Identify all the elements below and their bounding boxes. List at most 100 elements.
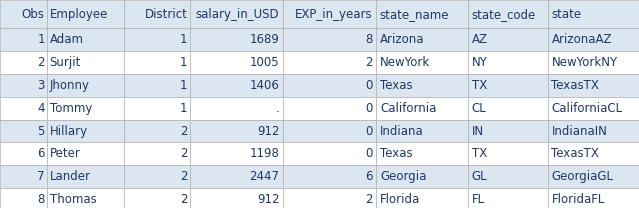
Bar (376, 142, 468, 165)
Bar (190, 97, 283, 120)
Text: state_name: state_name (380, 8, 449, 21)
Bar (0, 142, 47, 165)
Bar (190, 120, 283, 142)
Bar (47, 142, 124, 165)
Text: District: District (144, 8, 187, 21)
Bar (468, 120, 548, 142)
Bar (190, 51, 283, 74)
Bar (124, 28, 190, 51)
Bar (468, 165, 548, 188)
Text: NY: NY (472, 56, 488, 69)
Bar (124, 142, 190, 165)
Text: Hillary: Hillary (50, 125, 88, 137)
Bar (0, 0, 47, 28)
Text: Texas: Texas (380, 79, 413, 92)
Bar (190, 0, 283, 28)
Bar (376, 0, 468, 28)
Text: Arizona: Arizona (380, 33, 424, 46)
Text: Jhonny: Jhonny (50, 79, 89, 92)
Bar (0, 120, 47, 142)
Bar (376, 97, 468, 120)
Bar (376, 74, 468, 97)
Text: California: California (380, 102, 436, 115)
Bar (47, 120, 124, 142)
Bar (124, 51, 190, 74)
Text: Adam: Adam (50, 33, 84, 46)
Text: IndianaIN: IndianaIN (551, 125, 608, 137)
Bar (283, 97, 376, 120)
Text: 2: 2 (180, 193, 187, 206)
Bar (190, 28, 283, 51)
Text: 8: 8 (365, 33, 373, 46)
Bar (283, 0, 376, 28)
Bar (548, 97, 639, 120)
Bar (190, 142, 283, 165)
Text: state_code: state_code (472, 8, 535, 21)
Bar (0, 28, 47, 51)
Text: 0: 0 (365, 147, 373, 160)
Text: 8: 8 (37, 193, 45, 206)
Bar (283, 120, 376, 142)
Bar (47, 0, 124, 28)
Text: 1198: 1198 (250, 147, 279, 160)
Bar (468, 74, 548, 97)
Text: Thomas: Thomas (50, 193, 96, 206)
Text: FL: FL (472, 193, 484, 206)
Text: Tommy: Tommy (50, 102, 92, 115)
Text: TexasTX: TexasTX (551, 79, 599, 92)
Text: 2: 2 (180, 170, 187, 183)
Text: 2: 2 (180, 147, 187, 160)
Text: TX: TX (472, 79, 487, 92)
Bar (548, 51, 639, 74)
Text: 912: 912 (257, 193, 279, 206)
Bar (0, 165, 47, 188)
Bar (376, 51, 468, 74)
Text: 5: 5 (37, 125, 45, 137)
Text: 1689: 1689 (250, 33, 279, 46)
Bar (283, 165, 376, 188)
Text: EXP_in_years: EXP_in_years (295, 8, 373, 21)
Text: TX: TX (472, 147, 487, 160)
Bar (548, 28, 639, 51)
Bar (548, 165, 639, 188)
Bar (468, 0, 548, 28)
Text: NewYorkNY: NewYorkNY (551, 56, 618, 69)
Text: 7: 7 (37, 170, 45, 183)
Text: Lander: Lander (50, 170, 91, 183)
Bar (283, 28, 376, 51)
Text: 0: 0 (365, 125, 373, 137)
Bar (468, 188, 548, 208)
Bar (0, 188, 47, 208)
Bar (283, 51, 376, 74)
Text: state: state (551, 8, 581, 21)
Text: FloridaFL: FloridaFL (551, 193, 605, 206)
Bar (0, 74, 47, 97)
Bar (548, 142, 639, 165)
Bar (47, 74, 124, 97)
Text: .: . (275, 102, 279, 115)
Bar (47, 28, 124, 51)
Bar (190, 165, 283, 188)
Bar (548, 0, 639, 28)
Bar (376, 120, 468, 142)
Bar (0, 51, 47, 74)
Text: IN: IN (472, 125, 484, 137)
Text: Surjit: Surjit (50, 56, 81, 69)
Bar (124, 120, 190, 142)
Bar (548, 188, 639, 208)
Text: 4: 4 (37, 102, 45, 115)
Text: 6: 6 (37, 147, 45, 160)
Bar (548, 120, 639, 142)
Text: Obs: Obs (22, 8, 45, 21)
Bar (376, 188, 468, 208)
Text: 2: 2 (37, 56, 45, 69)
Text: 2: 2 (365, 193, 373, 206)
Bar (0, 97, 47, 120)
Bar (283, 142, 376, 165)
Bar (124, 0, 190, 28)
Text: TexasTX: TexasTX (551, 147, 599, 160)
Text: 1: 1 (37, 33, 45, 46)
Bar (124, 74, 190, 97)
Text: 0: 0 (365, 79, 373, 92)
Bar (47, 165, 124, 188)
